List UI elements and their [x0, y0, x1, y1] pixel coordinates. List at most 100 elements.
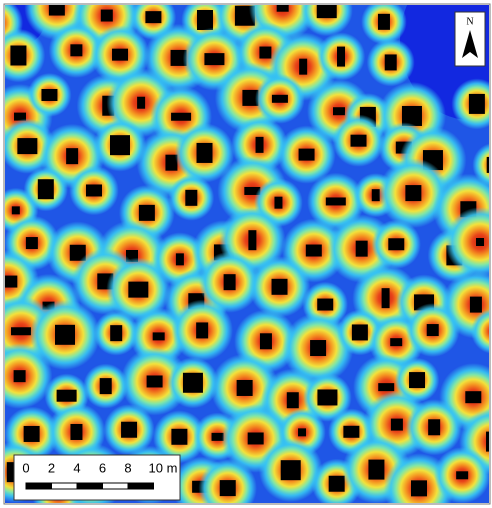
- scale-label: 8: [124, 460, 131, 475]
- treetop: [405, 185, 421, 201]
- treetop: [378, 383, 394, 391]
- treetop: [26, 237, 38, 249]
- treetop: [469, 94, 485, 114]
- treetop: [385, 54, 397, 70]
- treetop: [391, 419, 403, 431]
- north-label: N: [466, 16, 473, 27]
- treetop: [274, 197, 282, 209]
- treetop: [287, 392, 299, 408]
- treetop: [427, 324, 439, 336]
- treetop: [145, 11, 161, 23]
- treetop: [220, 480, 236, 496]
- treetop: [310, 340, 326, 356]
- treetop: [55, 325, 75, 345]
- treetop: [337, 47, 345, 67]
- treetop: [100, 378, 112, 394]
- treetop: [248, 230, 256, 250]
- treetop: [153, 332, 165, 340]
- treetop: [183, 373, 203, 393]
- scale-label: 6: [99, 460, 106, 475]
- treetop: [49, 0, 65, 16]
- map: N 0246810 m: [0, 0, 492, 508]
- scale-segment: [52, 483, 78, 489]
- treetop: [329, 476, 345, 492]
- treetop: [147, 375, 163, 387]
- treetop: [256, 137, 264, 153]
- treetop: [277, 4, 289, 12]
- treetop: [487, 157, 492, 173]
- treetop: [272, 95, 288, 103]
- treetop: [70, 424, 82, 440]
- treetop: [204, 53, 224, 65]
- treetop: [260, 333, 272, 349]
- scale-segment: [128, 483, 154, 489]
- treetop: [0, 15, 3, 31]
- treetop: [368, 460, 384, 480]
- treetop: [11, 327, 31, 335]
- treetop: [12, 206, 20, 214]
- treetop: [259, 47, 271, 59]
- treetop: [352, 324, 368, 340]
- treetop: [86, 184, 102, 196]
- treetop: [456, 471, 468, 479]
- treetop: [121, 422, 137, 438]
- treetop: [57, 390, 77, 402]
- treetop: [411, 480, 427, 496]
- treetop: [470, 297, 482, 313]
- treetop: [137, 97, 145, 109]
- treetop: [333, 107, 345, 115]
- scale-label: 10 m: [149, 460, 178, 475]
- treetop: [343, 426, 359, 438]
- treetop: [185, 190, 197, 206]
- treetop: [317, 299, 333, 311]
- treetop: [24, 426, 40, 442]
- treetop: [378, 14, 390, 30]
- treetop: [298, 428, 306, 436]
- treetop: [326, 197, 346, 205]
- treetop: [110, 325, 122, 341]
- treetop: [388, 238, 404, 250]
- canopy-raster: [0, 0, 492, 508]
- treetop: [171, 429, 187, 445]
- treetop: [41, 89, 57, 101]
- treetop: [128, 282, 148, 298]
- treetop: [0, 276, 17, 288]
- scale-label: 2: [48, 460, 55, 475]
- treetop: [197, 143, 213, 163]
- north-arrow: N: [455, 12, 485, 66]
- treetop: [237, 380, 253, 396]
- scale-segment: [26, 483, 52, 489]
- treetop: [176, 253, 184, 265]
- treetop: [299, 149, 315, 161]
- treetop: [317, 389, 337, 405]
- treetop: [476, 238, 484, 246]
- treetop: [70, 44, 82, 56]
- treetop: [351, 135, 367, 147]
- treetop: [196, 322, 208, 338]
- page: N 0246810 m (() => { const data = JSON.p…: [0, 0, 492, 508]
- treetop: [112, 49, 128, 61]
- treetop: [382, 288, 390, 308]
- treetop: [272, 279, 288, 295]
- treetop: [390, 338, 402, 346]
- treetop: [281, 460, 301, 480]
- treetop: [248, 432, 264, 444]
- scale-segment: [103, 483, 129, 489]
- treetop: [465, 391, 481, 403]
- treetop: [428, 419, 440, 435]
- treetop: [38, 179, 54, 199]
- treetop: [101, 10, 113, 22]
- treetop: [139, 205, 155, 221]
- treetop: [110, 135, 130, 155]
- treetop: [14, 370, 26, 382]
- treetop: [356, 241, 368, 257]
- treetop: [317, 2, 337, 18]
- treetop: [299, 59, 307, 75]
- treetop: [17, 138, 37, 154]
- treetop: [171, 113, 191, 121]
- treetop: [409, 372, 425, 388]
- treetop: [66, 148, 78, 164]
- treetop: [486, 432, 492, 452]
- scale-label: 0: [22, 460, 29, 475]
